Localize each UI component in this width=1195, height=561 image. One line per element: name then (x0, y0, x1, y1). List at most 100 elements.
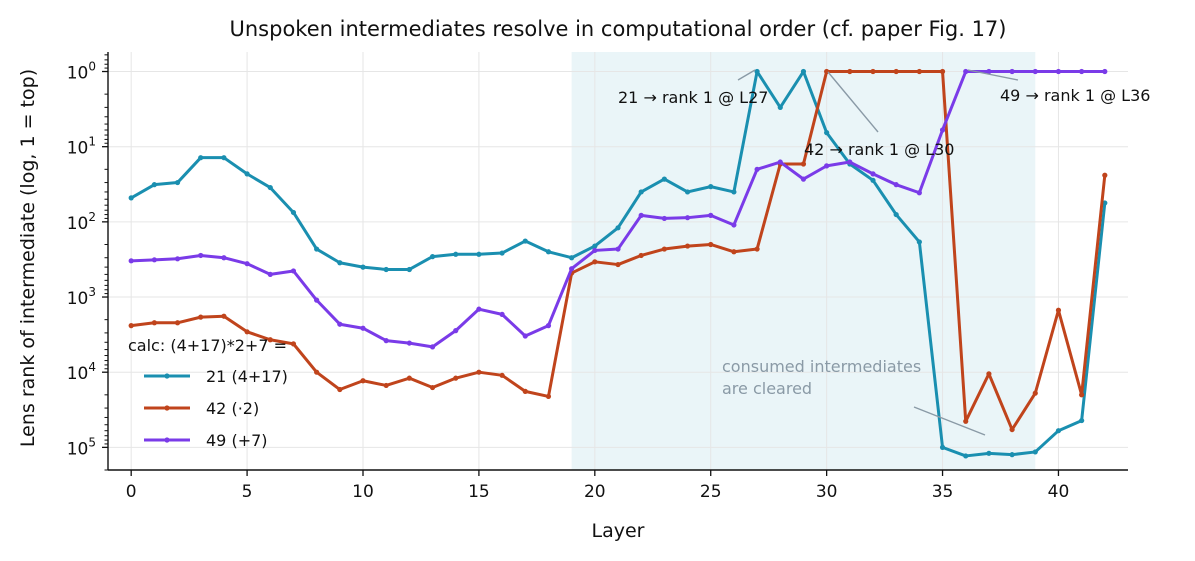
series-point-2 (731, 249, 737, 255)
series-point-2 (1032, 390, 1038, 396)
series-point-3 (545, 323, 552, 329)
series-point-3 (731, 222, 737, 228)
series-point-2 (893, 68, 899, 75)
series-point-2 (267, 337, 273, 343)
series-point-1 (1009, 452, 1015, 458)
series-point-2 (986, 371, 992, 377)
series-point-2 (847, 68, 853, 75)
series-point-2 (615, 261, 621, 268)
series-point-3 (754, 166, 760, 172)
y-tick-label: 105 (67, 435, 96, 459)
series-point-3 (1079, 68, 1085, 75)
series-point-1 (174, 179, 181, 186)
series-point-3 (824, 163, 830, 169)
x-tick-label: 20 (584, 482, 606, 502)
series-point-1 (963, 453, 969, 459)
series-point-3 (963, 68, 969, 75)
annotation-label: are cleared (722, 379, 812, 398)
annotation-leader-line (967, 69, 1019, 81)
series-point-3 (221, 255, 227, 261)
shaded-region-layer (571, 52, 1036, 470)
series-point-1 (1055, 428, 1062, 434)
x-tick-label: 30 (816, 482, 838, 502)
series-point-1 (592, 243, 598, 249)
x-tick-label: 10 (352, 482, 374, 502)
series-point-3 (684, 215, 691, 221)
series-point-3 (453, 328, 459, 334)
annotation-layer: 21 → rank 1 @ L27 42 → rank 1 @ L30 49 → r… (618, 69, 1150, 436)
series-point-3 (986, 68, 992, 75)
series-point-1 (708, 184, 714, 190)
series-point-2 (916, 68, 922, 75)
series-point-1 (429, 254, 436, 260)
annotation-leader-line (913, 406, 986, 436)
series-point-1 (360, 264, 366, 270)
series-point-3 (429, 344, 436, 350)
series-point-2 (522, 388, 528, 394)
annotation-leader-line (737, 69, 756, 81)
series-point-3 (314, 297, 320, 303)
series-point-2 (314, 369, 320, 375)
series-point-3 (406, 340, 412, 346)
series-point-2 (1009, 426, 1015, 433)
legend-label: 49 (+7) (206, 431, 268, 450)
series-point-1 (267, 184, 273, 191)
y-axis-label: Lens rank of intermediate (log, 1 = top) (17, 69, 39, 447)
series-point-2 (638, 252, 644, 259)
series-point-2 (1079, 392, 1085, 398)
series-point-2 (221, 313, 227, 319)
series-point-2 (174, 320, 181, 326)
series-point-1 (754, 68, 760, 75)
x-tick-label: 15 (468, 482, 490, 502)
legend-label: 42 (·2) (206, 399, 259, 418)
series-point-3 (800, 176, 807, 182)
series-point-1 (128, 195, 134, 201)
legend-label: 21 (4+17) (206, 367, 288, 386)
annotation-label: 21 → rank 1 @ L27 (618, 88, 768, 107)
series-point-1 (870, 177, 876, 183)
series-point-3 (592, 247, 598, 254)
shaded-band (571, 52, 1036, 470)
series-point-1 (1079, 417, 1085, 424)
series-point-1 (731, 189, 737, 195)
series-point-3 (1009, 68, 1015, 75)
x-tick-label: 40 (1048, 482, 1070, 502)
y-tick-label: 100 (67, 60, 96, 84)
series-point-1 (1032, 449, 1038, 455)
series-point-1 (337, 260, 343, 266)
series-point-1 (661, 176, 667, 182)
series-point-2 (290, 341, 297, 347)
series-point-2 (476, 369, 482, 375)
grid-layer (108, 52, 1128, 470)
series-point-2 (244, 329, 250, 335)
series-point-1 (476, 251, 482, 257)
series-point-1 (499, 250, 505, 256)
y-tick-label: 101 (67, 135, 96, 159)
series-point-1 (453, 251, 459, 257)
series-point-3 (128, 258, 134, 264)
series-point-2 (151, 320, 157, 326)
series-point-1 (406, 266, 412, 273)
series-point-3 (708, 212, 714, 218)
series-point-1 (244, 171, 250, 177)
series-point-1 (545, 249, 552, 255)
series-point-1 (638, 189, 644, 195)
annotation-label: 49 → rank 1 @ L36 (1000, 86, 1150, 105)
series-point-1 (221, 155, 227, 161)
series-point-3 (383, 338, 389, 344)
series-point-2 (963, 418, 969, 424)
series-point-3 (569, 266, 575, 272)
series-point-2 (545, 393, 552, 400)
series-point-3 (290, 268, 297, 274)
series-point-1 (314, 246, 320, 252)
series-point-1 (569, 255, 575, 261)
series-point-2 (128, 323, 134, 329)
series-point-2 (406, 375, 412, 381)
series-point-2 (708, 241, 714, 248)
series-point-2 (870, 68, 876, 75)
y-tick-label: 104 (67, 360, 96, 384)
series-point-3 (870, 171, 876, 177)
series-point-2 (453, 375, 459, 381)
series-point-1 (986, 450, 992, 456)
